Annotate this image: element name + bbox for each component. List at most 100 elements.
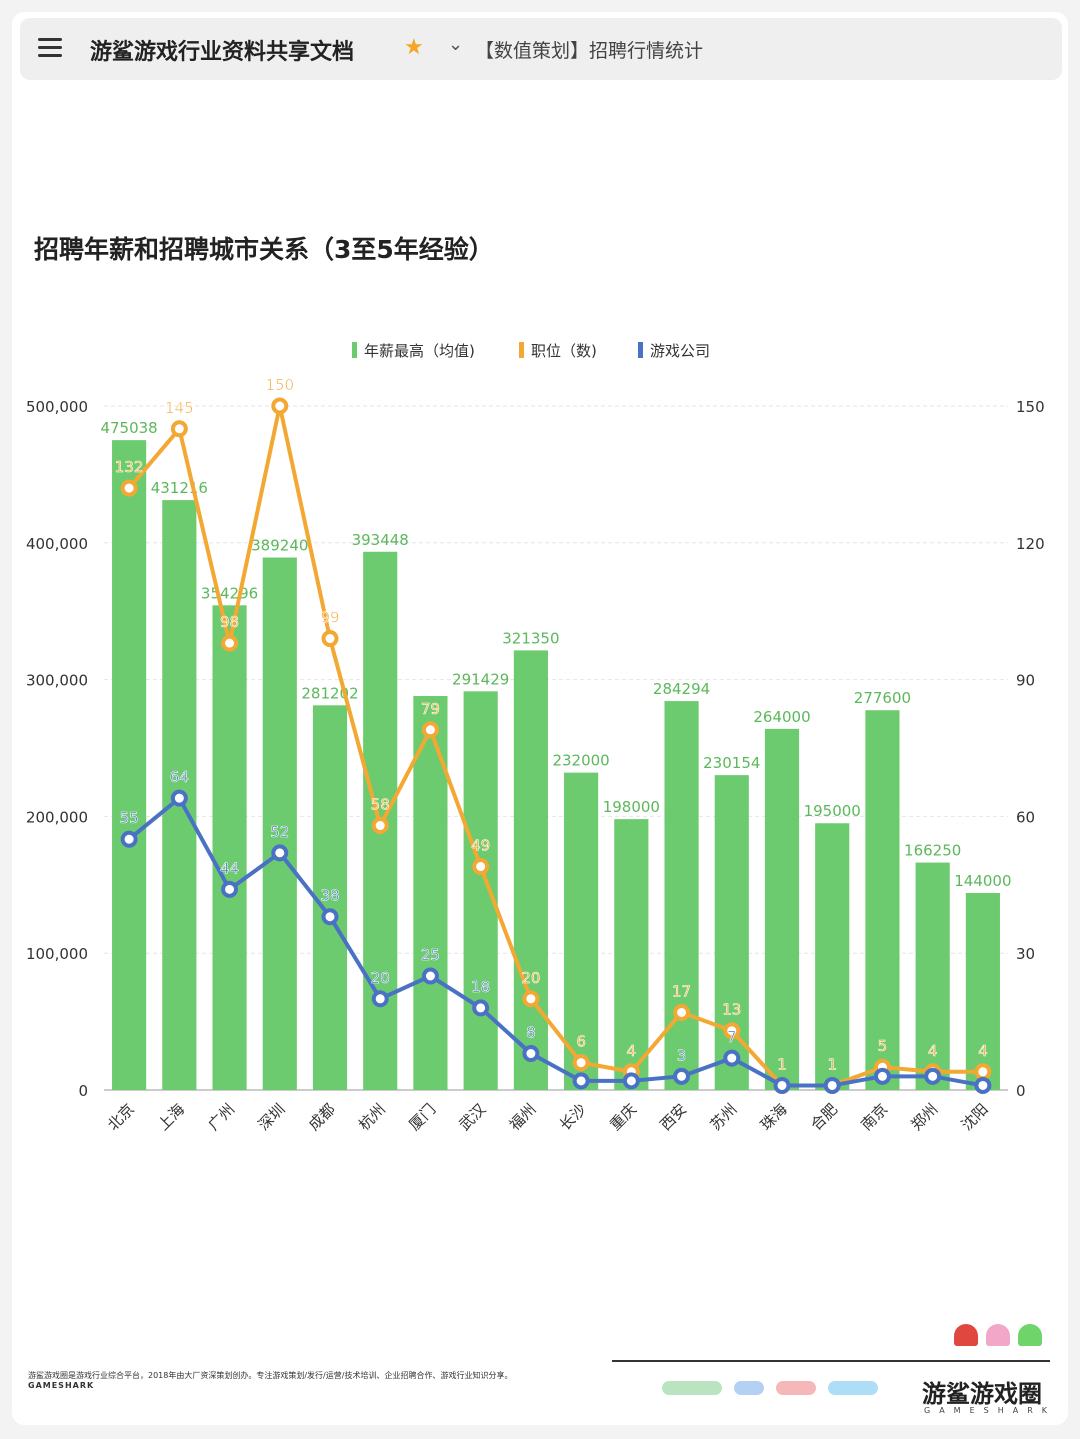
point-value-label: 3: [677, 1046, 687, 1064]
bar-value-label: 393448: [352, 531, 409, 549]
point-value-label: 4: [928, 1042, 938, 1060]
data-point: [170, 420, 188, 438]
x-tick-label: 武汉: [456, 1100, 490, 1134]
point-value-label: 18: [471, 978, 490, 996]
data-point: [371, 990, 389, 1008]
point-value-label: 20: [521, 969, 540, 987]
data-point: [271, 397, 289, 415]
y-left-tick-label: 0: [78, 1082, 88, 1100]
bar-value-label: 354296: [201, 584, 258, 602]
bar-value-label: 195000: [804, 802, 861, 820]
bar-value-label: 321350: [502, 629, 559, 647]
data-point: [120, 830, 138, 848]
y-right-tick-label: 0: [1016, 1082, 1026, 1100]
page: 游鲨游戏行业资料共享文档 ★ ⌄ 【数值策划】招聘行情统计 招聘年薪和招聘城市关…: [12, 12, 1068, 1425]
star-icon[interactable]: ★: [404, 35, 424, 60]
point-value-label: 4: [978, 1042, 988, 1060]
bar-value-label: 166250: [904, 842, 961, 860]
point-value-label: 4: [627, 1042, 637, 1060]
ghost-icon: [1018, 1324, 1042, 1346]
data-point: [221, 880, 239, 898]
bar-value-label: 431216: [151, 479, 208, 497]
data-point: [170, 789, 188, 807]
bar: [212, 605, 247, 1090]
series-line: [127, 404, 983, 1088]
bar-value-label: 264000: [753, 708, 810, 726]
data-point: [271, 844, 289, 862]
data-point: [472, 999, 490, 1017]
ghost-icon: [986, 1324, 1010, 1346]
data-point: [472, 858, 490, 876]
x-tick-label: 郑州: [908, 1100, 942, 1134]
x-tick-label: 杭州: [355, 1100, 389, 1134]
legend-swatch: [352, 342, 357, 358]
data-point: [572, 1054, 590, 1072]
bar-value-label: 198000: [603, 798, 660, 816]
bar-value-label: 277600: [854, 689, 911, 707]
data-point: [371, 817, 389, 835]
point-value-label: 150: [265, 376, 294, 394]
partner-logos: [662, 1380, 902, 1400]
bar: [815, 823, 850, 1090]
data-point: [522, 1045, 540, 1063]
point-value-label: 1: [827, 1055, 837, 1073]
x-tick-label: 深圳: [255, 1100, 289, 1134]
y-left-tick-label: 100,000: [26, 945, 88, 963]
point-value-label: 79: [421, 700, 440, 718]
x-tick-label: 上海: [154, 1100, 188, 1134]
logo-main: 游鲨游戏圈: [922, 1380, 1042, 1408]
bar: [112, 440, 147, 1090]
chevron-down-icon[interactable]: ⌄: [448, 34, 464, 55]
combo-chart: 0 100,000 200,000 300,000 400,000 500,000 0 30 6…: [26, 342, 1045, 1134]
point-value-label: 8: [526, 1024, 536, 1042]
x-tick-label: 沈阳: [958, 1100, 992, 1134]
data-point: [873, 1067, 891, 1085]
y-left-tick-label: 200,000: [26, 808, 88, 826]
point-value-label: 44: [220, 859, 239, 877]
legend-swatch: [638, 342, 643, 358]
point-value-label: 17: [672, 982, 691, 1000]
y-left-tick-label: 500,000: [26, 398, 88, 416]
bar-value-label: 230154: [703, 754, 760, 772]
point-value-label: 145: [165, 399, 194, 417]
ghost-icons: [954, 1324, 1054, 1350]
x-tick-label: 合肥: [807, 1100, 841, 1134]
menu-icon[interactable]: [38, 38, 62, 58]
x-tick-label: 重庆: [606, 1100, 640, 1134]
data-point: [924, 1067, 942, 1085]
bar: [664, 701, 699, 1090]
bar: [262, 557, 297, 1090]
page-name[interactable]: 【数值策划】招聘行情统计: [475, 40, 704, 62]
y-left-tick-label: 400,000: [26, 535, 88, 553]
data-point: [673, 1003, 691, 1021]
bar: [564, 772, 599, 1090]
top-bar: 游鲨游戏行业资料共享文档 ★ ⌄ 【数值策划】招聘行情统计: [20, 18, 1062, 80]
bar-value-label: 232000: [552, 752, 609, 770]
x-tick-label: 福州: [506, 1100, 540, 1134]
point-value-label: 7: [727, 1028, 737, 1046]
data-point: [723, 1049, 741, 1067]
y-right-tick-label: 150: [1016, 398, 1045, 416]
data-point: [974, 1063, 992, 1081]
point-value-label: 132: [115, 458, 144, 476]
bar: [614, 819, 649, 1090]
data-point: [421, 967, 439, 985]
point-value-label: 55: [120, 809, 139, 827]
data-point: [622, 1072, 640, 1090]
legend-label: 年薪最高（均值): [364, 342, 475, 360]
bar: [915, 862, 950, 1090]
legend-label: 职位（数): [531, 342, 597, 360]
point-value-label: 5: [878, 1037, 888, 1055]
point-value-label: 25: [421, 946, 440, 964]
data-point: [723, 1022, 741, 1040]
footer-description: 游鲨游戏圈是游戏行业综合平台，2018年由大厂资深策划创办。专注游戏策划/发行/…: [28, 1371, 513, 1380]
y-right-tick-label: 30: [1016, 945, 1035, 963]
data-point: [421, 721, 439, 739]
data-point: [321, 908, 339, 926]
bar-value-label: 144000: [954, 872, 1011, 890]
point-value-label: 6: [576, 1033, 586, 1051]
y-left-tick-label: 300,000: [26, 672, 88, 690]
y-right-tick-label: 90: [1016, 672, 1035, 690]
data-point: [823, 1076, 841, 1094]
data-point: [221, 634, 239, 652]
